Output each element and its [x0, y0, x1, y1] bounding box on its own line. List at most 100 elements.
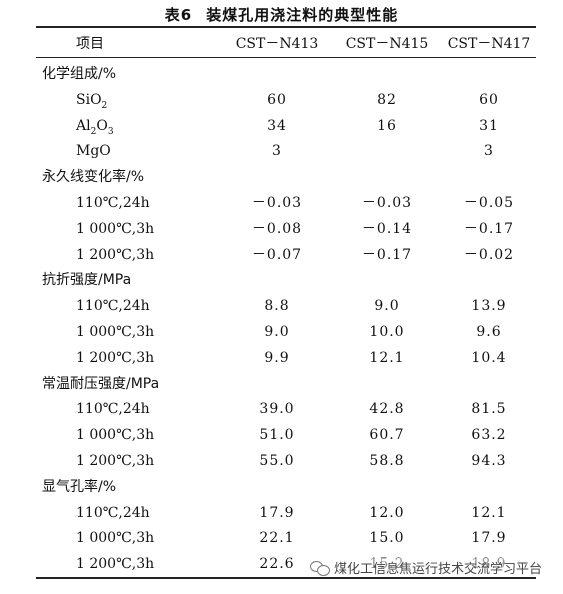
row-label: Al2O3	[76, 113, 114, 139]
header-rule	[36, 57, 536, 58]
bottom-rule	[36, 577, 536, 579]
header-cst-n413: CST－N413	[235, 36, 319, 52]
table-cell: 9.6	[476, 324, 502, 340]
table-cell: 60.7	[369, 427, 405, 444]
table-cell: 17.9	[259, 504, 295, 521]
table-cell: 58.8	[369, 453, 405, 469]
group-row: 常温耐压强度/MPa	[36, 371, 536, 397]
table-cell: －0.03	[251, 195, 303, 211]
table-cell: 3	[272, 143, 282, 160]
table-cell: 94.3	[471, 453, 507, 469]
table-cell: 34	[267, 117, 287, 134]
row-label: 110℃,24h	[76, 401, 150, 418]
table-cell: 82	[377, 91, 397, 108]
row-label: 1 200℃,3h	[76, 556, 155, 573]
table-header: 项目 CST－N413 CST－N415 CST－N417	[36, 31, 536, 57]
table-cell: 42.8	[369, 401, 405, 418]
table-title: 装煤孔用浇注料的典型性能	[206, 6, 399, 24]
watermark: 煤化工信息焦运行技术交流学习平台	[310, 558, 543, 577]
header-cst-n415: CST－N415	[345, 36, 429, 52]
group-label: 抗折强度/MPa	[42, 272, 132, 289]
label-part: Al	[76, 117, 91, 134]
row-label: 1 200℃,3h	[76, 246, 155, 263]
table-row: SiO2 60 82 60	[36, 87, 536, 113]
group-label: 化学组成/%	[42, 66, 117, 82]
table-cell: 12.1	[471, 504, 507, 521]
table-row: 1 200℃,3h 9.9 12.1 10.4	[36, 345, 536, 371]
table-cell: 17.9	[471, 530, 507, 547]
table-row: 1 000℃,3h 22.1 15.0 17.9	[36, 525, 536, 551]
row-label: SiO2	[76, 87, 107, 113]
table-cell: 3	[484, 143, 494, 160]
table-cell: －0.08	[251, 220, 303, 237]
table-cell: －0.05	[463, 195, 515, 211]
table-cell: －0.14	[361, 220, 413, 237]
row-label: 110℃,24h	[76, 298, 150, 315]
group-row: 化学组成/%	[36, 61, 536, 87]
table-row: 1 000℃,3h 51.0 60.7 63.2	[36, 422, 536, 448]
table-cell: 8.8	[264, 298, 290, 315]
row-label: 110℃,24h	[76, 504, 150, 521]
subscript: 2	[101, 100, 108, 111]
table-cell: －0.17	[361, 246, 413, 263]
table-cell: 60	[479, 91, 499, 108]
table-cell: 9.0	[264, 324, 290, 340]
table-row: 1 200℃,3h 55.0 58.8 94.3	[36, 448, 536, 474]
row-label: 1 000℃,3h	[76, 427, 155, 444]
group-label: 常温耐压强度/MPa	[42, 375, 160, 392]
table-caption: 表6 装煤孔用浇注料的典型性能	[0, 4, 563, 25]
label-part: O	[96, 117, 108, 134]
table-row: 110℃,24h 17.9 12.0 12.1	[36, 500, 536, 526]
group-label: 永久线变化率/%	[42, 169, 145, 186]
table-cell: 60	[267, 91, 287, 108]
table-cell: 12.0	[369, 504, 405, 521]
table-cell: 63.2	[471, 427, 507, 444]
table-row: 1 000℃,3h 9.0 10.0 9.6	[36, 319, 536, 345]
table-cell: 12.1	[369, 349, 405, 366]
row-label: MgO	[76, 138, 111, 164]
top-rule	[36, 26, 536, 28]
table-number: 表6	[164, 6, 193, 24]
table-cell: －0.03	[361, 195, 413, 211]
table-row: MgO 3 3	[36, 138, 536, 164]
row-label: 1 200℃,3h	[76, 453, 155, 469]
table-cell: 10.0	[369, 324, 405, 340]
table-cell: 10.4	[471, 349, 507, 366]
table-cell: 15.0	[369, 530, 405, 547]
label-part: SiO	[76, 91, 102, 108]
subscript: 2	[90, 126, 97, 137]
table-row: 110℃,24h 8.8 9.0 13.9	[36, 293, 536, 319]
table-row: 1 000℃,3h －0.08 －0.14 －0.17	[36, 216, 536, 242]
table-cell: 22.6	[259, 556, 295, 573]
table-cell: 55.0	[259, 453, 295, 469]
table-row: 110℃,24h －0.03 －0.03 －0.05	[36, 190, 536, 216]
table-cell: 81.5	[471, 401, 507, 418]
table-cell: 16	[377, 117, 397, 134]
table-cell: 13.9	[471, 298, 507, 315]
table-cell: －0.17	[463, 220, 515, 237]
group-row: 显气孔率/%	[36, 474, 536, 500]
row-label: 1 000℃,3h	[76, 530, 155, 547]
group-label: 显气孔率/%	[42, 478, 117, 495]
table-cell: －0.02	[463, 246, 515, 263]
table-cell: 9.0	[374, 298, 400, 315]
group-row: 抗折强度/MPa	[36, 267, 536, 293]
table-cell: 9.9	[264, 349, 290, 366]
group-row: 永久线变化率/%	[36, 164, 536, 190]
wechat-icon	[310, 560, 330, 576]
watermark-text: 煤化工信息焦运行技术交流学习平台	[334, 562, 543, 577]
table-cell: 39.0	[259, 401, 295, 418]
table-row: 1 200℃,3h －0.07 －0.17 －0.02	[36, 242, 536, 268]
table-cell: 51.0	[259, 427, 295, 444]
table-cell: －0.07	[251, 246, 303, 263]
header-cst-n417: CST－N417	[447, 36, 531, 52]
label-part: MgO	[76, 143, 111, 160]
row-label: 110℃,24h	[76, 195, 150, 211]
table-row: Al2O3 34 16 31	[36, 113, 536, 139]
table-cell: 31	[479, 117, 499, 134]
row-label: 1 200℃,3h	[76, 349, 155, 366]
row-label: 1 000℃,3h	[76, 324, 155, 340]
table-cell: 22.1	[259, 530, 295, 547]
subscript: 3	[107, 126, 114, 137]
row-label: 1 000℃,3h	[76, 220, 155, 237]
